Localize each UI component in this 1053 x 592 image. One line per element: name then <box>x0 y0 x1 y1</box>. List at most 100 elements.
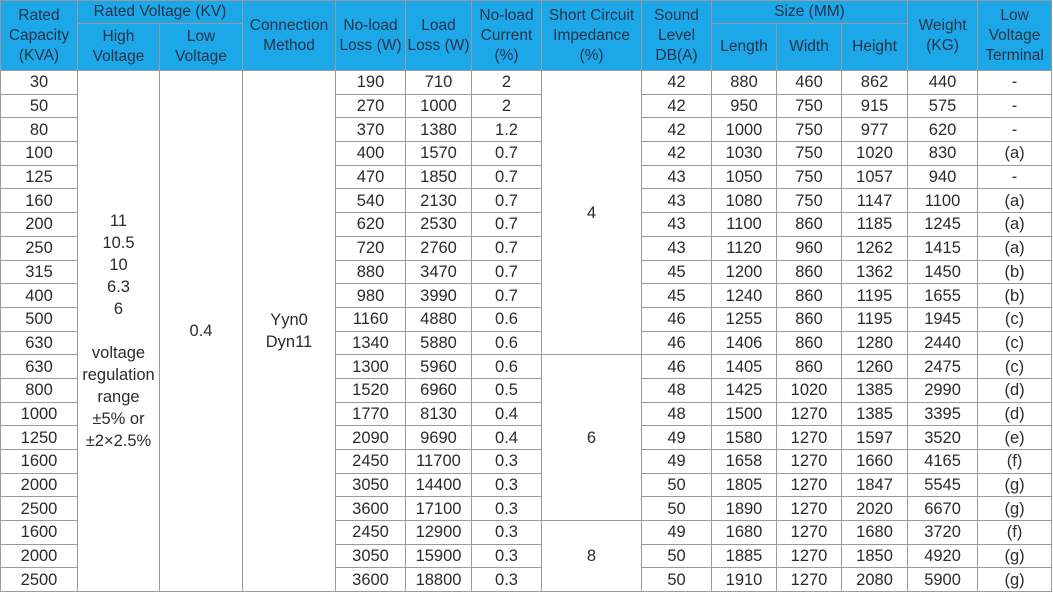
cell-sound-level: 42 <box>641 117 713 143</box>
cell-no-load-loss: 720 <box>335 235 407 261</box>
cell-no-load-loss: 3600 <box>335 567 407 592</box>
cell-no-load-current: 0.3 <box>471 543 543 569</box>
cell-weight: 4165 <box>907 449 979 474</box>
header-height: Height <box>841 23 909 71</box>
cell-no-load-current: 0.6 <box>471 306 543 332</box>
cell-load-loss: 1380 <box>405 117 473 143</box>
cell-no-load-loss: 1160 <box>335 306 407 332</box>
cell-no-load-current: 0.5 <box>471 377 543 403</box>
table-row: 50 270 1000 2 42 950 750 915 575- <box>0 93 1053 119</box>
cell-length: 1240 <box>711 283 778 308</box>
cell-length: 1890 <box>711 496 778 522</box>
table-row: 200 620 2530 0.7 43 1100 860 1185 1245 (a) <box>0 212 1053 237</box>
cell-length: 880 <box>711 70 778 95</box>
cell-terminal: - <box>977 117 1053 143</box>
cell-weight: 5545 <box>907 472 979 498</box>
high-voltage-line: 11 <box>109 212 128 231</box>
cell-terminal: - <box>977 93 1053 119</box>
header-sound-level: Sound Level DB(A) <box>641 0 713 71</box>
header-load-loss: Load Loss (W) <box>405 0 473 71</box>
cell-sound-level: 50 <box>641 472 713 498</box>
cell-no-load-loss: 400 <box>335 141 407 166</box>
cell-weight: 1415 <box>907 235 979 261</box>
header-rated-capacity: Rated Capacity (KVA) <box>0 0 78 71</box>
cell-width: 1270 <box>776 449 843 474</box>
cell-capacity: 160 <box>0 188 78 214</box>
cell-height: 1280 <box>841 330 909 356</box>
cell-length: 1100 <box>711 212 778 237</box>
table-row: 800 1520 6960 0.5 48 1425 1020 1385 2990 (d) <box>0 377 1053 403</box>
high-voltage-line: ±2×2.5% <box>85 432 152 451</box>
high-voltage-line <box>78 320 159 342</box>
high-voltage-line: range <box>97 388 140 407</box>
high-voltage-line: regulation <box>82 366 155 385</box>
cell-length: 1885 <box>711 543 778 569</box>
cell-no-load-current: 0.3 <box>471 449 543 474</box>
cell-no-load-loss: 470 <box>335 164 407 190</box>
table-row: 1250 2090 9690 0.4 49 1580 1270 1597 3520 (e) <box>0 425 1053 450</box>
header-weight: Weight (KG) <box>907 0 979 71</box>
cell-terminal: (b) <box>977 283 1053 308</box>
cell-height: 1185 <box>841 212 909 237</box>
cell-width: 860 <box>776 283 843 308</box>
cell-no-load-current: 0.3 <box>471 567 543 592</box>
cell-no-load-current: 0.7 <box>471 283 543 308</box>
cell-width: 750 <box>776 117 843 143</box>
cell-capacity: 315 <box>0 259 78 285</box>
high-voltage-line: ±5% or <box>92 410 145 429</box>
cell-load-loss: 5960 <box>405 354 473 379</box>
cell-no-load-loss: 1300 <box>335 354 407 379</box>
cell-no-load-current: 0.6 <box>471 330 543 356</box>
cell-load-loss: 5880 <box>405 330 473 356</box>
cell-height: 1020 <box>841 141 909 166</box>
cell-load-loss: 3470 <box>405 259 473 285</box>
cell-height: 2080 <box>841 567 909 592</box>
cell-sound-level: 45 <box>641 283 713 308</box>
table-row: 500 1160 4880 0.6 46 1255 860 1195 1945 (c) <box>0 306 1053 332</box>
cell-sound-level: 43 <box>641 164 713 190</box>
header-no-load-loss: No-load Loss (W) <box>335 0 407 71</box>
cell-terminal: (a) <box>977 188 1053 214</box>
cell-capacity: 200 <box>0 212 78 237</box>
cell-no-load-current: 0.4 <box>471 401 543 427</box>
cell-length: 1910 <box>711 567 778 592</box>
table-row: 2000 3050 14400 0.3 50 1805 1270 1847 5545 (g) <box>0 472 1053 498</box>
cell-capacity: 630 <box>0 330 78 356</box>
cell-no-load-loss: 880 <box>335 259 407 285</box>
high-voltage-line: 10 <box>109 256 128 275</box>
cell-capacity: 2500 <box>0 496 78 522</box>
cell-low-voltage: 0.4 <box>158 69 244 592</box>
header-length: Length <box>711 23 778 71</box>
cell-no-load-loss: 3600 <box>335 496 407 522</box>
cell-capacity: 2500 <box>0 567 78 592</box>
cell-load-loss: 1570 <box>405 141 473 166</box>
cell-weight: 575 <box>907 93 979 119</box>
cell-sound-level: 50 <box>641 543 713 569</box>
cell-width: 1020 <box>776 377 843 403</box>
cell-width: 860 <box>776 306 843 332</box>
cell-width: 960 <box>776 235 843 261</box>
header-size: Size (MM) <box>711 0 909 24</box>
cell-weight: 1655 <box>907 283 979 308</box>
table-row: 160 540 2130 0.7 43 1080 750 1147 1100 (a) <box>0 188 1053 214</box>
cell-width: 1270 <box>776 401 843 427</box>
cell-sound-level: 42 <box>641 141 713 166</box>
cell-length: 1405 <box>711 354 778 379</box>
cell-no-load-current: 2 <box>471 70 543 95</box>
cell-width: 1270 <box>776 496 843 522</box>
cell-capacity: 630 <box>0 354 78 379</box>
cell-length: 1255 <box>711 306 778 332</box>
cell-sound-level: 49 <box>641 425 713 450</box>
cell-height: 977 <box>841 117 909 143</box>
cell-weight: 3520 <box>907 425 979 450</box>
cell-no-load-loss: 620 <box>335 212 407 237</box>
cell-no-load-loss: 190 <box>335 70 407 95</box>
cell-connection-method: Yyn0 Dyn11 <box>242 69 337 592</box>
cell-capacity: 100 <box>0 141 78 166</box>
cell-terminal: (a) <box>977 141 1053 166</box>
cell-capacity: 30 <box>0 70 78 95</box>
cell-width: 750 <box>776 93 843 119</box>
cell-capacity: 400 <box>0 283 78 308</box>
cell-height: 1847 <box>841 472 909 498</box>
cell-load-loss: 15900 <box>405 543 473 569</box>
